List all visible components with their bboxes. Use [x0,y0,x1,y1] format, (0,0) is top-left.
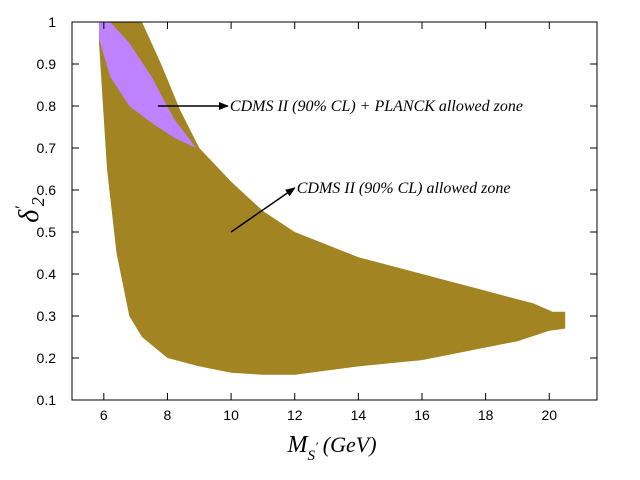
y-tick-label: 0.4 [37,266,57,282]
y-tick-label: 0.9 [37,56,57,72]
x-tick-label: 14 [351,407,367,423]
x-axis-unit: (GeV) [323,432,377,457]
x-tick-label: 8 [164,407,172,423]
tick-layer: 6 8 10 12 14 16 18 20 0.1 0.2 0.3 0.4 0.5 0.6 0.7 0.8 0.… [37,14,597,423]
annotation-layer: CDMS II (90% CL) + PLANCK allowed zone CD… [157,98,523,233]
y-tick-label: 0.7 [37,140,57,156]
y-axis-label: δ′2 [13,197,48,223]
x-tick-label: 12 [287,407,303,423]
cdms-allowed-region [99,22,566,375]
x-tick-label: 10 [223,407,239,423]
y-axis-subscript: 2 [28,197,48,206]
series-layer [99,22,566,375]
x-tick-label: 6 [100,407,108,423]
plot-frame [71,21,598,401]
cdms-planck-allowed-region [99,22,197,148]
annotation-label: CDMS II (90% CL) + PLANCK allowed zone [230,98,523,115]
y-tick-label: 0.1 [37,392,57,408]
y-tick-label: 0.8 [37,98,57,114]
y-tick-label: 0.2 [37,350,57,366]
y-tick-label: 0.6 [37,182,57,198]
annotation-label: CDMS II (90% CL) allowed zone [297,180,511,197]
x-tick-label: 16 [414,407,430,423]
x-tick-label: 20 [541,407,557,423]
y-axis-symbol: δ [14,209,45,223]
y-tick-label: 0.3 [37,308,57,324]
x-axis-label: MS′ (GeV) [286,432,376,464]
x-axis-prime: ′ [315,439,318,454]
x-tick-label: 18 [478,407,494,423]
x-axis-subscript: S [307,448,315,464]
y-axis-prime: ′ [13,206,30,210]
y-tick-label: 0.5 [37,224,57,240]
x-axis-symbol: M [286,432,309,458]
annotation-arrow [230,187,296,233]
y-tick-label: 1 [48,14,56,30]
